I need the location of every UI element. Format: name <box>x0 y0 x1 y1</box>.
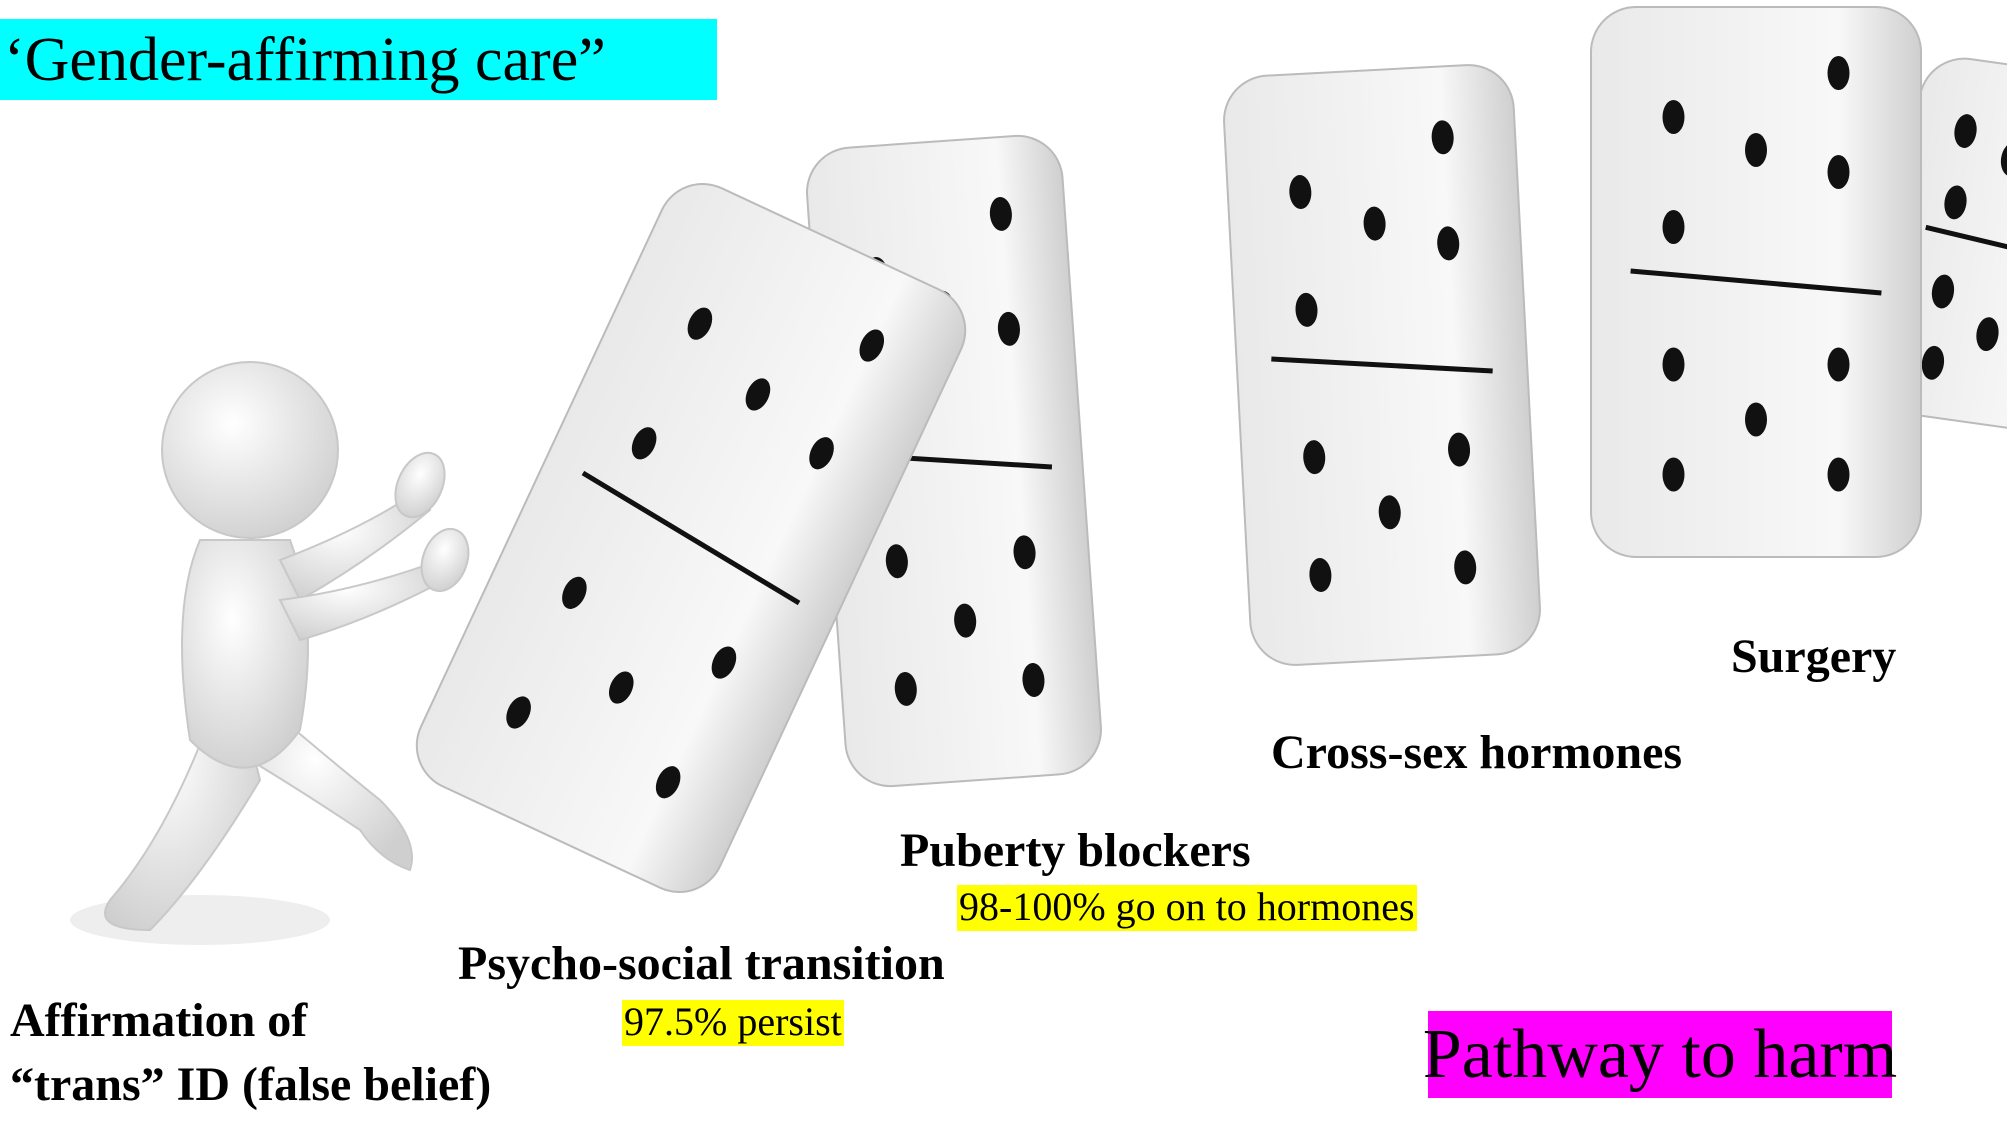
domino-detail <box>1745 403 1767 437</box>
stage-label: Puberty blockers <box>900 827 1251 875</box>
figure <box>70 362 477 945</box>
domino-detail <box>1745 133 1767 167</box>
dominoes <box>402 7 2007 907</box>
stage-label: Cross-sex hormones <box>1271 729 1682 777</box>
footer-label: Pathway to harm <box>1428 1011 1892 1098</box>
domino-detail <box>1828 458 1850 492</box>
stage-note: 98-100% go on to hormones <box>957 885 1417 931</box>
illustration <box>0 0 2007 1133</box>
domino-detail <box>1222 63 1542 667</box>
domino-detail <box>1663 100 1685 134</box>
stage-label: Affirmation of <box>10 997 307 1045</box>
domino-detail <box>1663 458 1685 492</box>
stage-label: “trans” ID (false belief) <box>10 1061 491 1109</box>
domino-detail <box>1828 155 1850 189</box>
domino-detail <box>1828 348 1850 382</box>
domino-detail <box>1591 7 1921 557</box>
domino-detail <box>1828 56 1850 90</box>
domino-detail <box>1663 210 1685 244</box>
stage-label: Surgery <box>1731 633 1896 681</box>
stage-note: 97.5% persist <box>622 1000 844 1046</box>
stage-label: Psycho-social transition <box>458 940 945 988</box>
page: ‘Gender-affirming care” Surgery Cross-se… <box>0 0 2007 1133</box>
domino-detail <box>1663 348 1685 382</box>
title: ‘Gender-affirming care” <box>0 19 717 100</box>
